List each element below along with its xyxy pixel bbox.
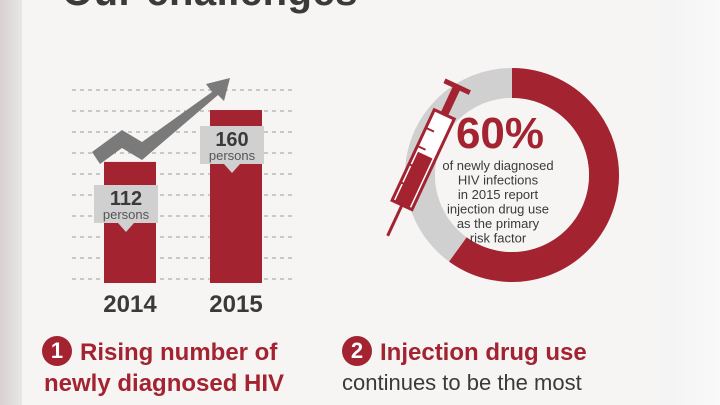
callout-pointer-2014	[118, 223, 134, 232]
background-right	[660, 0, 720, 405]
data-label-value-2015: 160	[215, 129, 248, 151]
callout-box-2014	[94, 185, 158, 223]
x-tick-2015: 2015	[209, 291, 262, 318]
donut-percent: 60%	[456, 109, 544, 158]
donut-description-line: risk factor	[470, 231, 527, 246]
challenge-2-title-line1: Injection drug use	[380, 339, 587, 366]
x-axis-ticks: 2014 2015	[103, 291, 262, 318]
syringe-icon	[386, 78, 471, 237]
callout-pointer-2015	[224, 164, 240, 173]
data-label-value-2014: 112	[110, 188, 142, 210]
challenge-2-subtitle: continues to be the most	[342, 370, 582, 395]
donut-arc-value	[449, 68, 619, 282]
donut-inner	[435, 98, 589, 252]
page-title: Our challenges	[62, 0, 358, 15]
challenge-1-title-line1: Rising number of	[80, 339, 278, 366]
donut-description-line: as the primary	[457, 216, 540, 231]
x-tick-2014: 2014	[103, 291, 157, 318]
donut-description-line: of newly diagnosed	[442, 158, 553, 173]
challenge-2-number: 2	[342, 336, 372, 366]
challenge-1-number: 1	[42, 336, 72, 366]
background-left	[0, 0, 22, 405]
data-label-unit-2014: persons	[103, 207, 150, 222]
donut-description-line: injection drug use	[447, 202, 549, 217]
challenge-1-title-line2: newly diagnosed HIV	[44, 370, 285, 397]
donut-description-line: HIV infections	[458, 173, 539, 188]
donut-description-line: in 2015 report	[458, 187, 539, 202]
trend-arrow-icon	[92, 78, 230, 164]
challenge-1-title: 1 Rising number of	[42, 336, 277, 368]
callout-box-2015	[200, 126, 264, 164]
data-label-unit-2015: persons	[209, 148, 256, 163]
challenge-2-title: 2 Injection drug use	[342, 336, 587, 368]
